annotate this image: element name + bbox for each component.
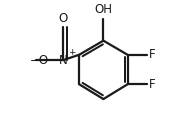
Text: OH: OH bbox=[94, 3, 112, 17]
Text: F: F bbox=[149, 78, 156, 91]
Text: F: F bbox=[149, 48, 156, 61]
Text: −O: −O bbox=[30, 54, 49, 67]
Text: +: + bbox=[68, 48, 76, 57]
Text: N: N bbox=[59, 54, 67, 67]
Text: O: O bbox=[59, 12, 68, 25]
